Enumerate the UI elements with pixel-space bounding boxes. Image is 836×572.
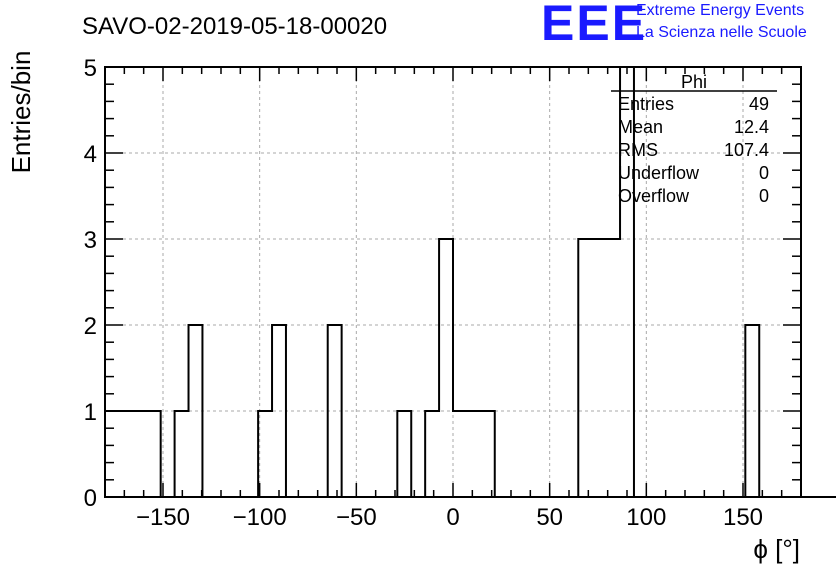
eee-logo: EEE — [541, 0, 648, 51]
histogram-bin — [189, 325, 203, 497]
y-tick-label: 4 — [84, 141, 97, 168]
y-tick-label: 2 — [84, 313, 97, 340]
y-tick-label: 1 — [84, 399, 97, 426]
eee-logo-line2: La Scienza nelle Scuole — [636, 24, 807, 41]
histogram-bin — [105, 411, 119, 497]
histogram-bin — [745, 325, 759, 497]
histogram-bin — [272, 325, 286, 497]
y-axis-label: Entries/bin — [6, 51, 36, 174]
stats-row-value: 12.4 — [734, 117, 769, 137]
stats-row-value: 107.4 — [724, 140, 769, 160]
x-tick-label: 150 — [723, 504, 763, 531]
stats-row-label: Mean — [618, 117, 663, 137]
histogram-bin — [439, 239, 453, 497]
stats-row-value: 0 — [759, 186, 769, 206]
histogram-line — [105, 66, 836, 498]
x-tick-label: −150 — [136, 504, 190, 531]
histogram-bin — [147, 411, 161, 497]
histogram-bin — [578, 239, 592, 497]
stats-rows: Entries 49 Mean 12.4 RMS 107.4 Underflow 0 Overf… — [618, 94, 769, 206]
histogram-bin — [328, 325, 342, 497]
x-tick-label: 50 — [536, 504, 563, 531]
x-tick-label: 100 — [626, 504, 666, 531]
eee-logo-line1: Extreme Energy Events — [636, 2, 805, 19]
histogram-bin — [425, 411, 439, 497]
x-tick-label: −100 — [233, 504, 287, 531]
histogram-bin — [481, 411, 495, 497]
histogram-bin — [467, 411, 481, 497]
stats-box-title: Phi — [681, 72, 707, 92]
x-tick-label: −50 — [336, 504, 377, 531]
y-tick-label: 0 — [84, 485, 97, 512]
stats-row-label: Underflow — [618, 163, 700, 183]
stats-row-value: 49 — [749, 94, 769, 114]
x-tick-label: 0 — [446, 504, 459, 531]
axis-ticks — [104, 66, 802, 498]
histogram-bin — [606, 239, 620, 497]
stats-row-label: Overflow — [618, 186, 690, 206]
y-tick-label: 5 — [84, 55, 97, 82]
histogram-bin — [592, 239, 606, 497]
stats-row-value: 0 — [759, 163, 769, 183]
stats-row-label: RMS — [618, 140, 658, 160]
histogram-bin — [119, 411, 133, 497]
histogram-bin — [397, 411, 411, 497]
stats-box: Phi Entries 49 Mean 12.4 RMS 107.4 Underflow 0 O… — [611, 72, 777, 206]
x-axis-label: ϕ [°] — [753, 534, 800, 564]
y-tick-label: 3 — [84, 227, 97, 254]
tick-labels: −150 −100 −50 0 50 100 150 0 1 2 3 4 5 — [84, 55, 763, 531]
stats-row-label: Entries — [618, 94, 674, 114]
histogram-outline — [105, 66, 836, 498]
histogram-bin — [175, 411, 189, 497]
histogram-bin — [453, 411, 467, 497]
run-title: SAVO-02-2019-05-18-00020 — [82, 13, 387, 40]
histogram-bin — [133, 411, 147, 497]
